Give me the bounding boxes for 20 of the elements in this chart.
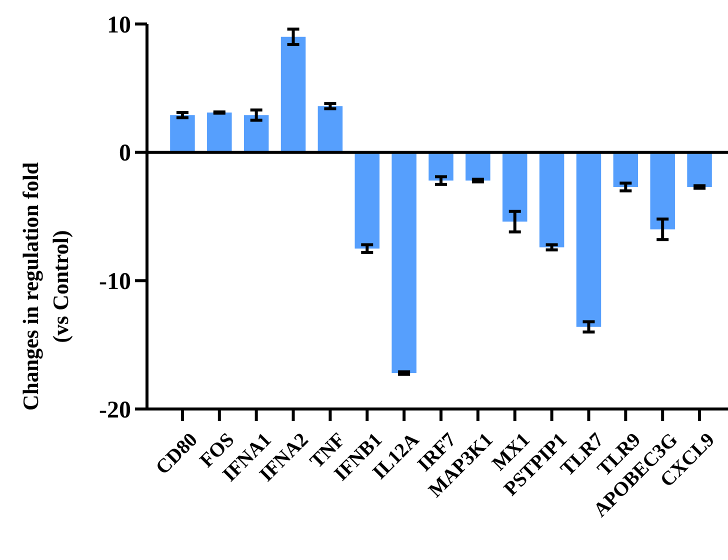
y-axis-title: Changes in regulation fold (vs Control) xyxy=(18,162,73,411)
bar xyxy=(650,152,675,230)
bar xyxy=(539,152,564,248)
bar xyxy=(576,152,602,327)
bar xyxy=(170,115,195,152)
y-tick-label: 10 xyxy=(107,12,131,38)
bar xyxy=(613,152,638,187)
y-tick-label: 0 xyxy=(119,140,131,167)
bar xyxy=(244,115,269,152)
y-tick-label: -20 xyxy=(99,397,131,424)
bar xyxy=(318,106,343,152)
bar xyxy=(466,152,490,181)
bar xyxy=(354,152,380,249)
y-tick-label: -10 xyxy=(99,269,131,296)
bar xyxy=(428,152,454,181)
bar xyxy=(392,152,416,374)
bar xyxy=(502,152,528,222)
bar xyxy=(687,152,712,187)
bar xyxy=(280,36,306,152)
bar xyxy=(207,112,232,152)
